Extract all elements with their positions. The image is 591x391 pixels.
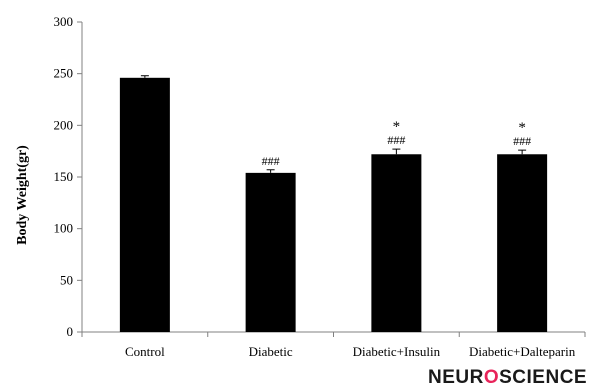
bar [245, 172, 296, 332]
y-tick-label: 200 [54, 117, 74, 132]
x-axis: Control Diabetic Diabetic+Insulin Diabetic+… [81, 331, 586, 359]
neuroscience-logo: NEUROSCIENCE [428, 367, 588, 388]
significance-star: * [518, 120, 526, 136]
x-tick-label: Diabetic+Insulin [353, 344, 441, 359]
significance-hash: ### [387, 133, 405, 147]
y-axis-label: Body Weight(gr) [15, 145, 30, 245]
y-tick-label: 0 [67, 324, 74, 339]
y-tick-label: 150 [54, 169, 74, 184]
y-tick-label: 250 [54, 66, 74, 81]
y-axis: 0 50 100 150 200 250 300 [54, 14, 83, 339]
significance-hash: ### [262, 154, 280, 168]
bar [371, 154, 422, 332]
y-tick-label: 300 [54, 14, 74, 29]
annotations: ######*###* [262, 119, 532, 168]
x-tick-label: Diabetic [249, 344, 293, 359]
bar [119, 77, 170, 332]
bar [497, 154, 548, 332]
logo-o-icon: O [483, 367, 500, 388]
significance-hash: ### [513, 134, 531, 148]
y-tick-label: 50 [60, 272, 73, 287]
bars [119, 75, 548, 332]
significance-star: * [393, 119, 401, 135]
x-tick-label: Control [125, 344, 165, 359]
y-tick-label: 100 [54, 221, 74, 236]
x-tick-label: Diabetic+Dalteparin [469, 344, 576, 359]
